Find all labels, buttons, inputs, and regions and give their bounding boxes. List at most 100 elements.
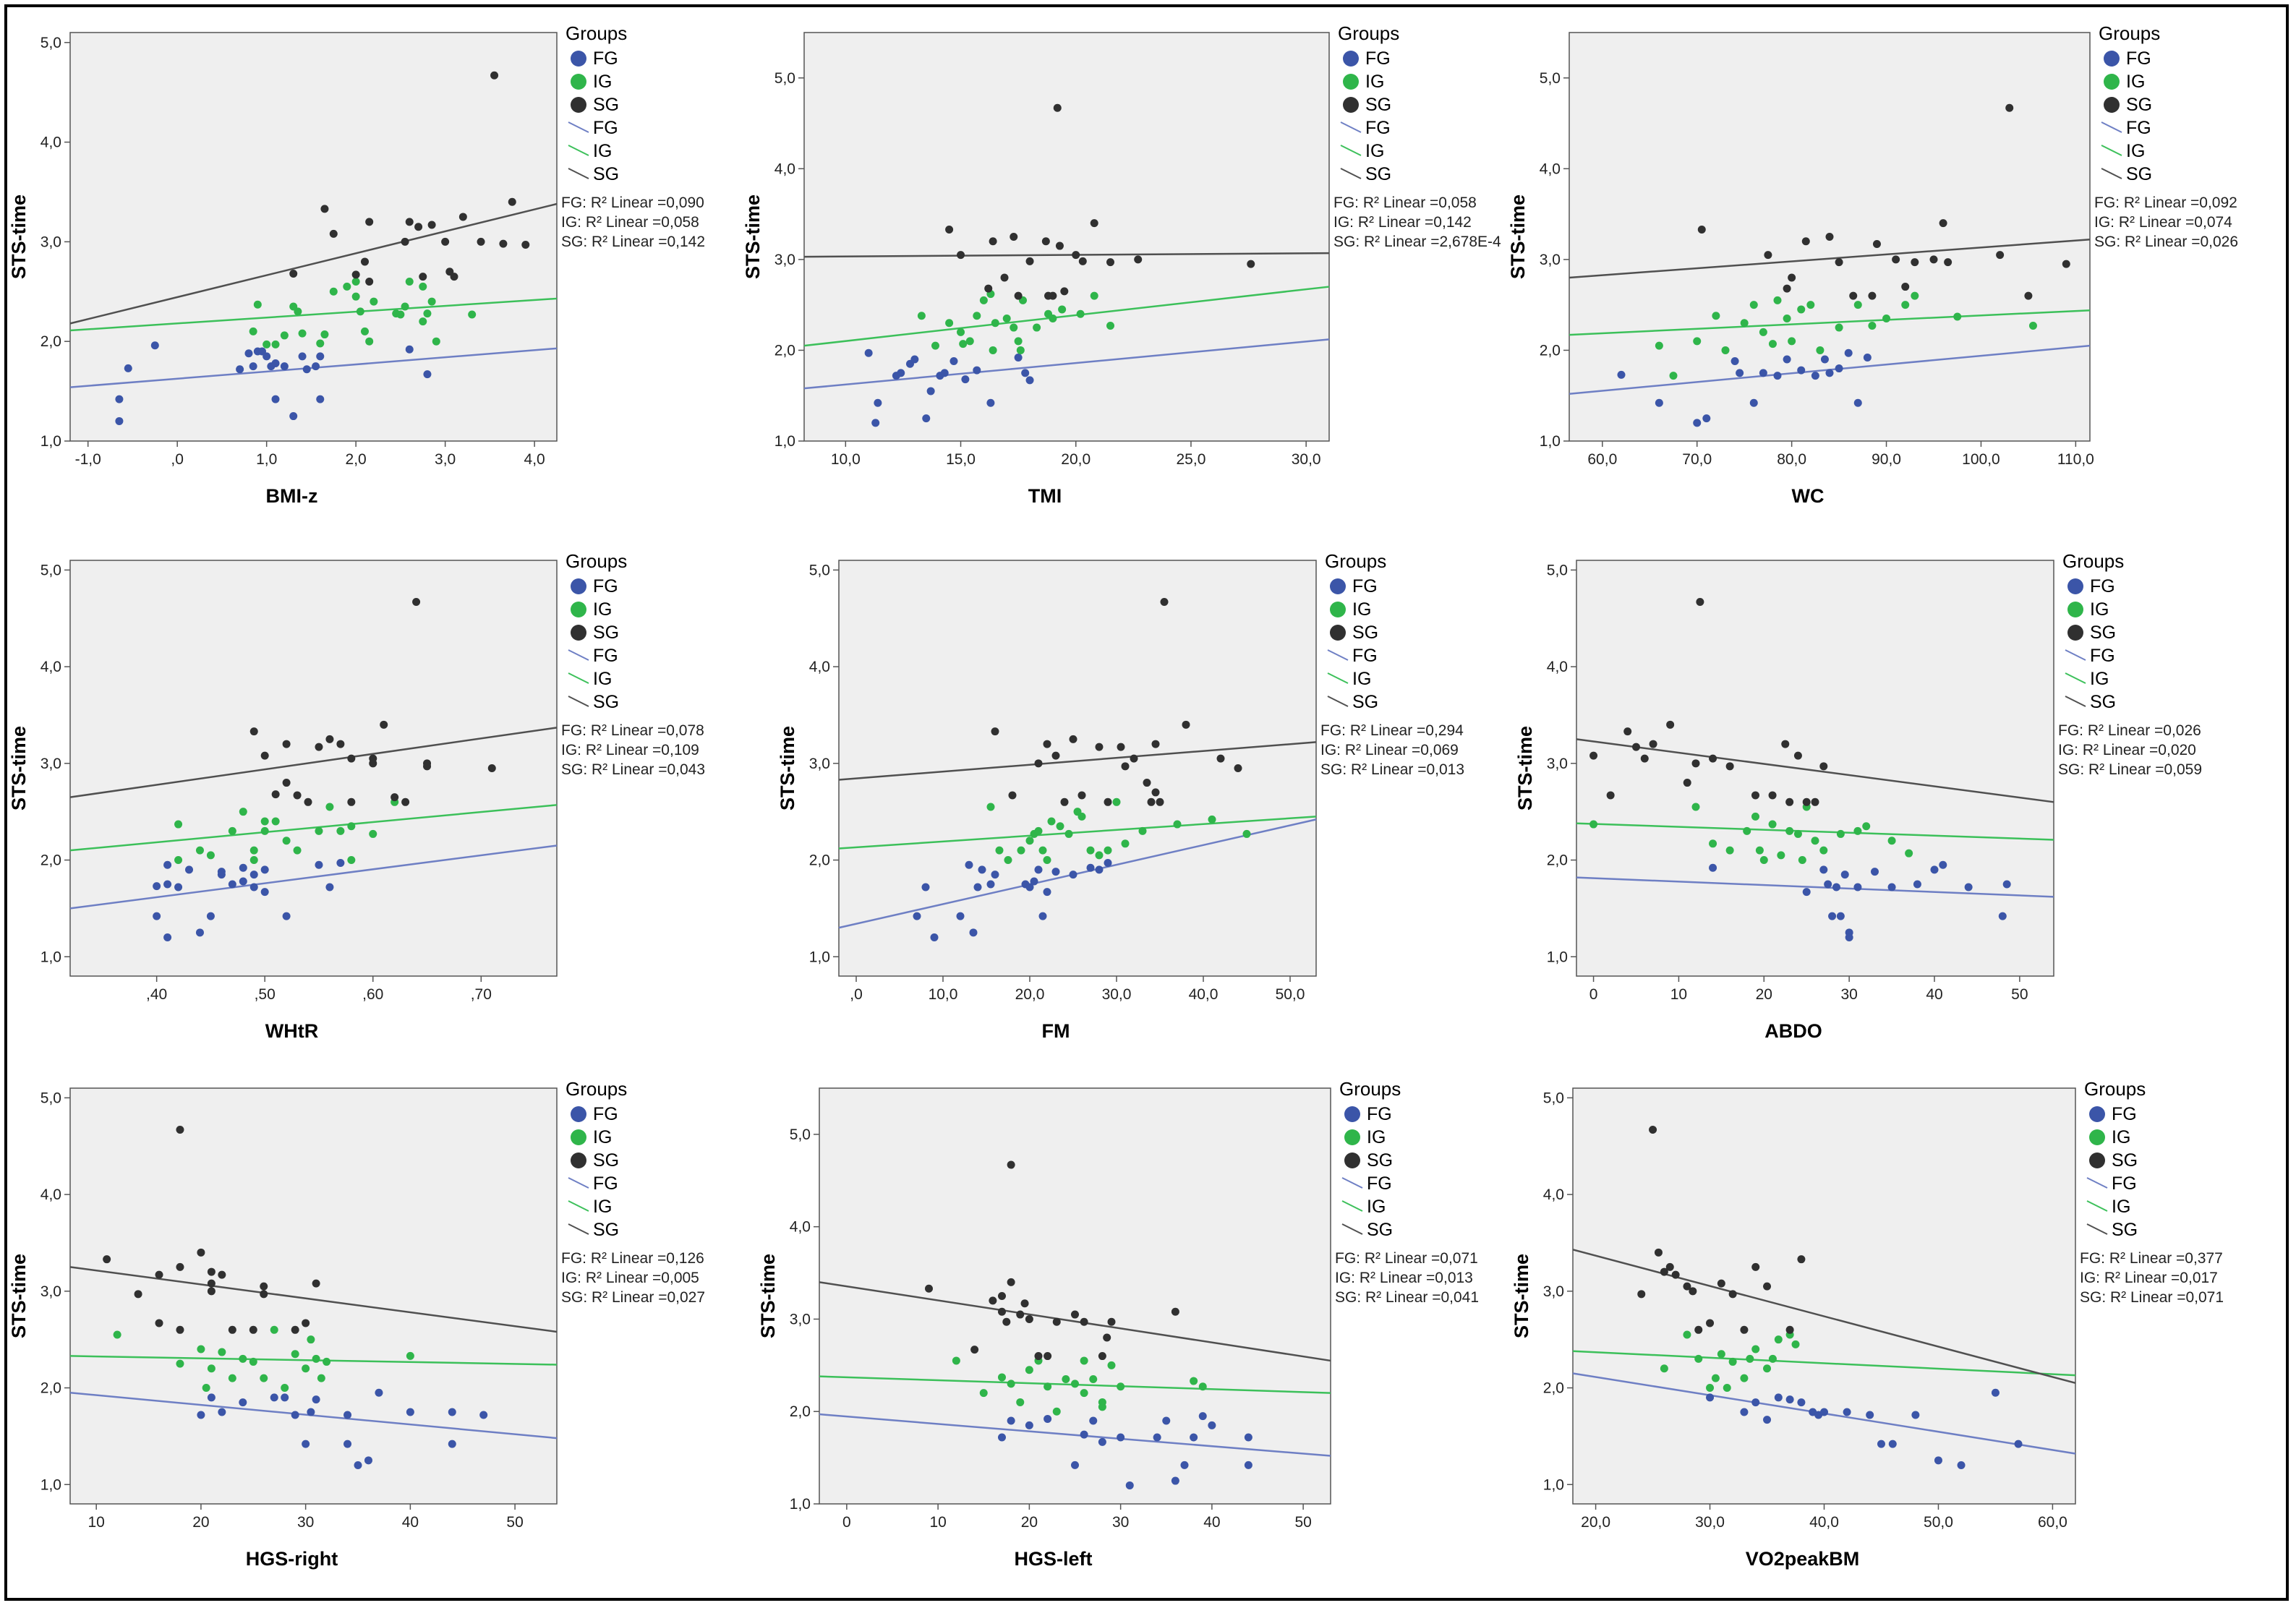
- data-point-ig: [991, 319, 999, 328]
- legend-label: IG: [1365, 141, 1384, 161]
- data-point-sg: [1117, 743, 1125, 751]
- fit-line-ig: [69, 804, 558, 852]
- x-tick-label: 30,0: [1292, 451, 1321, 468]
- data-point-fg: [354, 1461, 362, 1470]
- data-point-ig: [293, 846, 302, 855]
- data-point-ig: [174, 856, 183, 865]
- x-tick-label: 15,0: [946, 451, 976, 468]
- y-axis-title: STS-time: [742, 194, 764, 279]
- legend-marker-sg: [571, 97, 586, 113]
- data-point-sg: [1069, 735, 1077, 743]
- data-point-ig: [1198, 1382, 1207, 1391]
- data-point-sg: [1044, 1352, 1052, 1361]
- data-point-sg: [1216, 754, 1225, 763]
- data-point-ig: [1004, 856, 1012, 865]
- data-point-fg: [1190, 1433, 1198, 1442]
- r2-annotation-ig: IG: R² Linear =0,109: [561, 742, 699, 758]
- data-point-ig: [965, 337, 974, 346]
- x-axis-title: WC: [1792, 485, 1825, 507]
- data-point-ig: [1728, 1357, 1737, 1366]
- data-point-sg: [1623, 727, 1632, 736]
- x-tick-label: 40: [402, 1514, 419, 1531]
- data-point-fg: [1706, 1393, 1715, 1402]
- fit-line-fg: [838, 818, 1317, 929]
- r2-annotation-fg: FG: R² Linear =0,026: [2058, 722, 2201, 739]
- fit-line-sg: [1572, 1249, 2076, 1385]
- data-point-sg: [1072, 251, 1080, 260]
- data-point-ig: [1014, 337, 1023, 346]
- data-point-fg: [1844, 348, 1853, 357]
- y-tick-label: 4,0: [40, 134, 61, 151]
- data-point-sg: [1130, 754, 1138, 763]
- data-point-ig: [979, 296, 988, 304]
- scatter-chart: 1,0 2,0 3,0 4,0 5,0 ,40 ,50 ,60 ,70 WHtR STS-time G…: [8, 550, 705, 1042]
- data-point-ig: [952, 1356, 960, 1365]
- x-tick-label: 40,0: [1189, 986, 1219, 1003]
- y-tick-label: 4,0: [1547, 659, 1568, 675]
- data-point-fg: [185, 865, 194, 874]
- data-point-fg: [1991, 1388, 2000, 1397]
- legend-label: IG: [2126, 141, 2145, 161]
- data-point-ig: [312, 1354, 320, 1363]
- data-point-fg: [1863, 353, 1872, 362]
- data-point-sg: [271, 790, 280, 799]
- scatter-panel-vo2peakbm: 1,0 2,0 3,0 4,0 5,0 20,0 30,0 40,0 50,0 60,0 VO2pe…: [1511, 1072, 2296, 1599]
- data-point-ig: [1002, 315, 1011, 322]
- legend-label: FG: [2126, 48, 2151, 69]
- legend-line-ig: [1341, 1200, 1363, 1212]
- legend-title: Groups: [1339, 1078, 1401, 1100]
- data-point-ig: [1098, 1403, 1106, 1411]
- data-point-sg: [490, 71, 499, 80]
- data-point-fg: [197, 1411, 205, 1419]
- data-point-fg: [239, 863, 247, 872]
- legend-line-fg: [1327, 649, 1349, 661]
- scatter-chart: 1,0 2,0 3,0 4,0 5,0 -1,0 ,0 1,0 2,0 3,0 4,0 BMI-z ST…: [8, 22, 705, 507]
- data-point-sg: [1825, 233, 1834, 241]
- data-point-fg: [1125, 1481, 1134, 1489]
- x-tick-label: ,40: [146, 986, 167, 1003]
- data-point-fg: [124, 364, 132, 372]
- data-point-ig: [1086, 846, 1095, 855]
- data-point-ig: [228, 826, 236, 835]
- legend-line-sg: [2086, 1223, 2108, 1235]
- data-point-sg: [1709, 754, 1717, 763]
- data-point-fg: [1871, 868, 1879, 876]
- r2-annotation-ig: IG: R² Linear =0,005: [561, 1270, 699, 1286]
- data-point-sg: [998, 1307, 1006, 1316]
- data-point-sg: [1182, 720, 1190, 729]
- r2-annotation-sg: SG: R² Linear =0,026: [2094, 234, 2238, 250]
- data-point-fg: [1843, 1408, 1851, 1416]
- data-point-sg: [1868, 291, 1877, 300]
- x-tick-label: 25,0: [1177, 451, 1206, 468]
- data-point-ig: [291, 1350, 299, 1359]
- x-tick-label: 30: [297, 1514, 314, 1531]
- y-tick-label: 5,0: [40, 1090, 61, 1106]
- fit-line-sg: [819, 1281, 1331, 1362]
- data-point-sg: [1090, 219, 1098, 228]
- y-tick-label: 3,0: [40, 756, 61, 772]
- data-point-sg: [1691, 759, 1700, 768]
- legend-line-fg: [568, 121, 589, 133]
- data-point-sg: [1060, 797, 1069, 806]
- data-point-ig: [1112, 797, 1121, 806]
- data-point-sg: [228, 1325, 236, 1334]
- legend-label: FG: [2090, 646, 2115, 666]
- data-point-ig: [302, 1364, 310, 1373]
- fit-line-ig: [1576, 822, 2054, 841]
- data-point-ig: [995, 846, 1004, 855]
- data-point-ig: [1725, 846, 1734, 855]
- fit-line-fg: [803, 338, 1330, 390]
- data-point-sg: [1944, 258, 1953, 267]
- data-point-ig: [1589, 820, 1598, 829]
- data-point-ig: [1034, 826, 1043, 835]
- legend-label: FG: [1365, 118, 1391, 138]
- data-point-sg: [1049, 291, 1057, 300]
- data-point-ig: [419, 282, 427, 291]
- data-point-fg: [1840, 871, 1849, 879]
- data-point-fg: [961, 375, 970, 384]
- data-point-fg: [312, 362, 320, 371]
- data-point-sg: [369, 754, 377, 763]
- data-point-ig: [351, 278, 360, 286]
- r2-annotation-ig: IG: R² Linear =0,058: [561, 214, 699, 231]
- x-tick-label: 60,0: [2038, 1514, 2067, 1531]
